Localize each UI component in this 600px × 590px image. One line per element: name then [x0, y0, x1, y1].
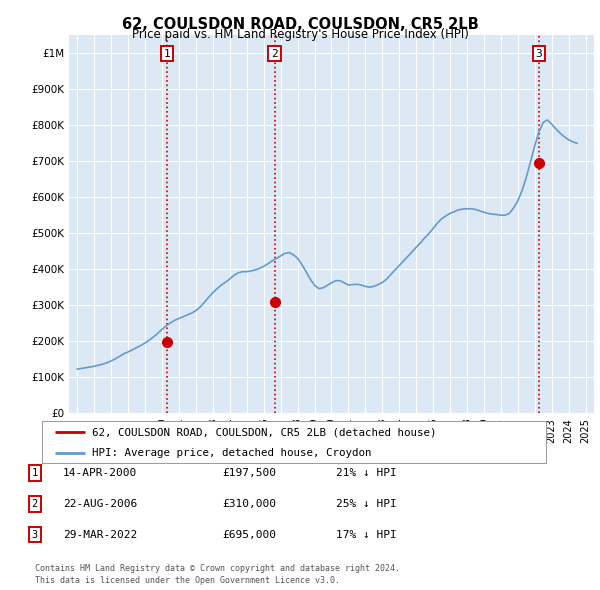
Text: £310,000: £310,000 — [222, 499, 276, 509]
Text: £197,500: £197,500 — [222, 468, 276, 478]
Text: 2: 2 — [271, 48, 278, 58]
Text: £695,000: £695,000 — [222, 530, 276, 539]
Text: 17% ↓ HPI: 17% ↓ HPI — [336, 530, 397, 539]
Text: 1: 1 — [32, 468, 38, 478]
Text: 62, COULSDON ROAD, COULSDON, CR5 2LB (detached house): 62, COULSDON ROAD, COULSDON, CR5 2LB (de… — [92, 427, 437, 437]
Text: 21% ↓ HPI: 21% ↓ HPI — [336, 468, 397, 478]
Text: 22-AUG-2006: 22-AUG-2006 — [63, 499, 137, 509]
Text: 62, COULSDON ROAD, COULSDON, CR5 2LB: 62, COULSDON ROAD, COULSDON, CR5 2LB — [122, 17, 478, 31]
Text: 14-APR-2000: 14-APR-2000 — [63, 468, 137, 478]
Text: Contains HM Land Registry data © Crown copyright and database right 2024.
This d: Contains HM Land Registry data © Crown c… — [35, 565, 400, 585]
Text: 25% ↓ HPI: 25% ↓ HPI — [336, 499, 397, 509]
Text: 29-MAR-2022: 29-MAR-2022 — [63, 530, 137, 539]
Text: 1: 1 — [164, 48, 170, 58]
Text: 3: 3 — [535, 48, 542, 58]
Text: 3: 3 — [32, 530, 38, 539]
Text: HPI: Average price, detached house, Croydon: HPI: Average price, detached house, Croy… — [92, 448, 372, 457]
Text: Price paid vs. HM Land Registry's House Price Index (HPI): Price paid vs. HM Land Registry's House … — [131, 28, 469, 41]
Text: 2: 2 — [32, 499, 38, 509]
